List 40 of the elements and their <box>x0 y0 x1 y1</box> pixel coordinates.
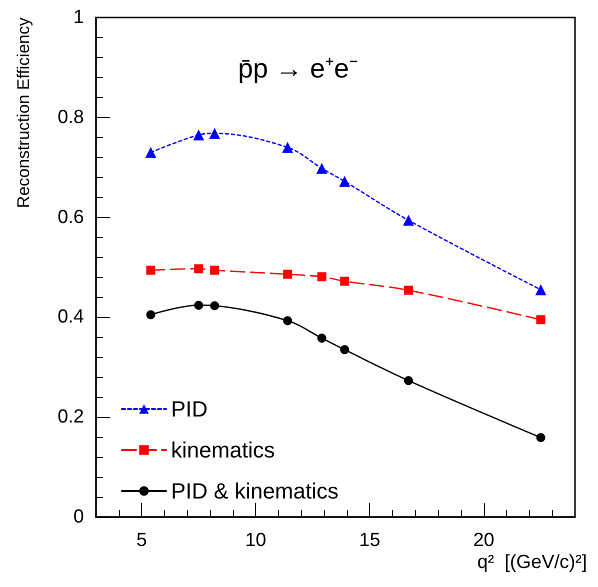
y-tick-label: 0.8 <box>58 106 84 128</box>
legend-label: PID & kinematics <box>171 478 338 504</box>
point <box>283 316 292 326</box>
point <box>146 266 156 275</box>
x-tick-label: 15 <box>359 530 380 551</box>
legend-label: kinematics <box>171 438 275 462</box>
point <box>536 315 546 324</box>
point <box>404 376 413 386</box>
text: p̄p → e⁺e⁻ <box>238 54 358 84</box>
point <box>340 276 350 286</box>
x-tick-label: 10 <box>245 530 266 551</box>
y-axis-title: Reconstruction Efficiency <box>14 17 33 208</box>
point <box>194 300 204 310</box>
y-tick-label: 0.6 <box>58 206 84 228</box>
point <box>339 176 350 187</box>
point <box>404 286 413 295</box>
point <box>340 345 350 354</box>
point <box>282 142 294 153</box>
point <box>535 284 546 296</box>
x-tick-label: 20 <box>473 530 494 551</box>
y-tick-label: 0.2 <box>58 406 84 428</box>
point <box>194 264 204 274</box>
legend-label: PID <box>171 396 208 422</box>
y-tick-label: 0 <box>73 506 84 528</box>
point <box>210 266 220 275</box>
point <box>316 162 328 174</box>
point <box>283 270 292 279</box>
point <box>536 433 546 442</box>
x-tick-label: 5 <box>136 530 147 551</box>
y-tick-label: 0.4 <box>58 306 84 328</box>
point <box>193 129 204 140</box>
point <box>209 128 220 139</box>
x-axis-title: q² [(GeV/c)²] <box>477 552 587 573</box>
point <box>317 272 326 282</box>
point <box>402 214 414 226</box>
point <box>145 146 156 158</box>
point <box>146 310 156 320</box>
y-tick-label: 1 <box>73 7 84 28</box>
point <box>210 301 220 310</box>
point <box>317 334 326 343</box>
